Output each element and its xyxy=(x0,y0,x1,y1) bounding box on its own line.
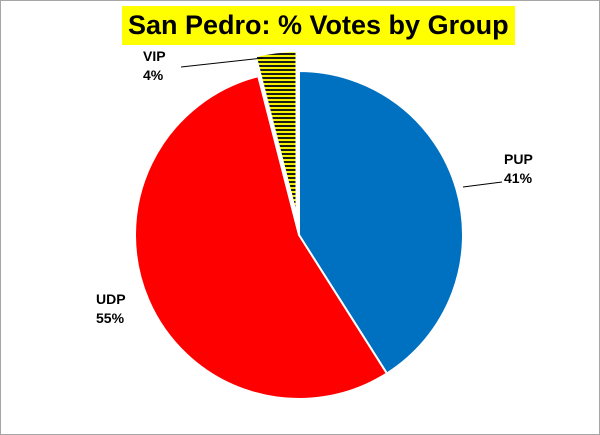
pie-slice-udp xyxy=(134,74,389,400)
slice-label-vip: VIP xyxy=(143,48,166,64)
slice-value-vip: 4% xyxy=(143,67,164,83)
leader-line-pup xyxy=(462,181,503,188)
slice-value-pup: 41% xyxy=(504,170,533,186)
slice-value-udp: 55% xyxy=(96,310,125,326)
pie-slice-vip xyxy=(254,50,298,216)
chart-title: San Pedro: % Votes by Group xyxy=(122,6,515,45)
leader-line-vip xyxy=(180,57,264,68)
slice-label-udp: UDP xyxy=(96,291,126,307)
slice-label-pup: PUP xyxy=(504,151,533,167)
